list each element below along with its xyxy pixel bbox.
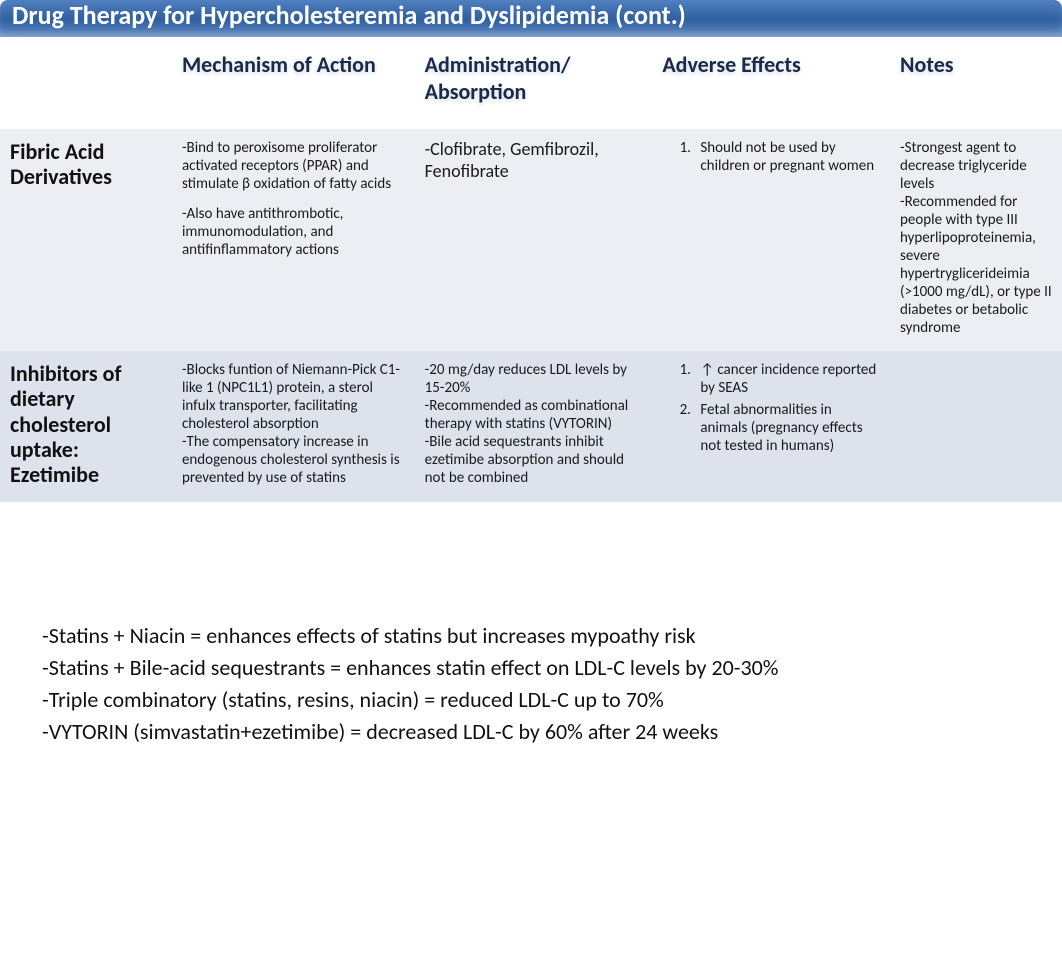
adverse-item: Should not be used by children or pregna… (694, 139, 880, 175)
adverse-list: ↑ cancer incidence reported by SEAS Feta… (662, 361, 880, 455)
combination-therapy-block: -Statins + Niacin = enhances effects of … (42, 620, 1020, 748)
mech-text: -The compensatory increase in endogenous… (182, 433, 405, 487)
admin-text: -20 mg/day reduces LDL levels by 15-20% (425, 361, 643, 397)
col-header-notes: Notes (890, 37, 1062, 129)
cell-administration: -Clofibrate, Gemfibrozil, Fenofibrate (415, 129, 653, 351)
cell-adverse: Should not be used by children or pregna… (652, 129, 890, 351)
cell-notes: -Strongest agent to decrease triglycerid… (890, 129, 1062, 351)
col-header-druglabel (0, 37, 172, 129)
combo-line: -VYTORIN (simvastatin+ezetimibe) = decre… (42, 716, 1020, 748)
notes-text: -Strongest agent to decrease triglycerid… (900, 139, 1052, 193)
combo-line: -Statins + Niacin = enhances effects of … (42, 620, 1020, 652)
col-header-mechanism: Mechanism of Action (172, 37, 415, 129)
slide-title: Drug Therapy for Hypercholesteremia and … (0, 0, 1062, 37)
table-row: Inhibitors of dietary cholesterol uptake… (0, 351, 1062, 501)
table-header-row: Mechanism of Action Administration/ Abso… (0, 37, 1062, 129)
mech-text: -Blocks funtion of Niemann-Pick C1-like … (182, 361, 405, 433)
adverse-list: Should not be used by children or pregna… (662, 139, 880, 175)
adverse-item: ↑ cancer incidence reported by SEAS (694, 361, 880, 397)
cell-notes (890, 351, 1062, 501)
row-label-ezetimibe: Inhibitors of dietary cholesterol uptake… (0, 351, 172, 501)
cell-administration: -20 mg/day reduces LDL levels by 15-20% … (415, 351, 653, 501)
cell-mechanism: -Bind to peroxisome proliferator activat… (172, 129, 415, 351)
notes-text: -Recommended for people with type III hy… (900, 193, 1052, 337)
table: Mechanism of Action Administration/ Abso… (0, 37, 1062, 501)
admin-text: -Bile acid sequestrants inhibit ezetimib… (425, 433, 643, 487)
row-label-fibric: Fibric Acid Derivatives (0, 129, 172, 351)
col-header-adverse: Adverse Effects (652, 37, 890, 129)
cell-mechanism: -Blocks funtion of Niemann-Pick C1-like … (172, 351, 415, 501)
combo-line: -Triple combinatory (statins, resins, ni… (42, 684, 1020, 716)
drug-table: Mechanism of Action Administration/ Abso… (0, 37, 1062, 501)
mech-text: -Bind to peroxisome proliferator activat… (182, 139, 405, 193)
table-row: Fibric Acid Derivatives -Bind to peroxis… (0, 129, 1062, 351)
cell-adverse: ↑ cancer incidence reported by SEAS Feta… (652, 351, 890, 501)
admin-text: -Recommended as combinational therapy wi… (425, 397, 643, 433)
mech-text: -Also have antithrombotic, immunomodulat… (182, 205, 405, 259)
slide: Drug Therapy for Hypercholesteremia and … (0, 0, 1062, 977)
combo-line: -Statins + Bile-acid sequestrants = enha… (42, 652, 1020, 684)
adverse-item: Fetal abnormalities in animals (pregnanc… (694, 401, 880, 455)
col-header-administration: Administration/ Absorption (415, 37, 653, 129)
